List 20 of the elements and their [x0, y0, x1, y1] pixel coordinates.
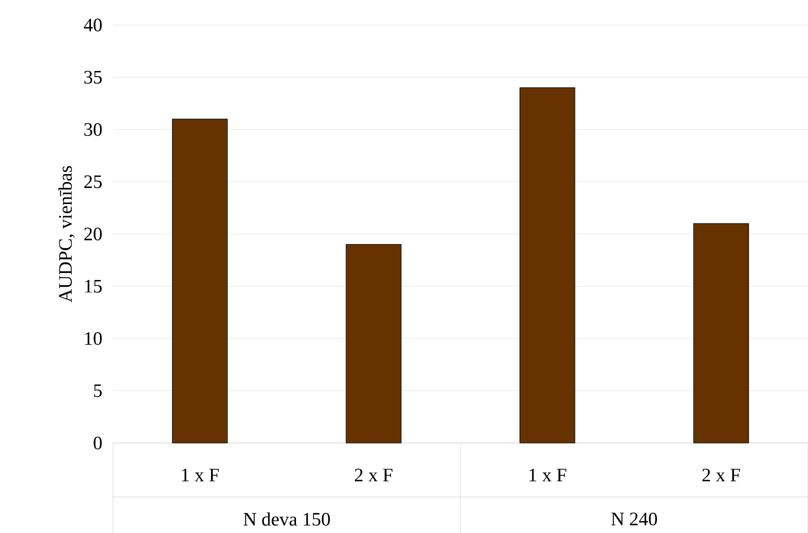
bar [693, 223, 749, 444]
y-axis-title: AUDPC, vienības [58, 166, 75, 302]
y-tick-label: 20 [84, 228, 102, 240]
y-tick-label: 35 [84, 70, 102, 84]
y-tick-label: 40 [84, 18, 102, 32]
y-tick-label: 25 [84, 175, 102, 188]
y-tick-label: 5 [94, 384, 102, 398]
x-tick-label: 1 x F [182, 468, 219, 482]
text: N deva 150 [244, 512, 330, 526]
bar [520, 87, 576, 444]
y-tick-label: 10 [85, 332, 102, 345]
x-tick-label: 1 x F [530, 468, 566, 482]
x-tick-label: 2 x F [702, 468, 740, 482]
y-tick-label: 30 [84, 123, 102, 136]
bar [346, 244, 402, 444]
x-tick-label: 2 x F [354, 468, 392, 482]
y-tick-label: 15 [85, 280, 102, 293]
bar [172, 118, 228, 444]
y-tick-label: 0 [94, 436, 102, 450]
text: N 240 [611, 512, 657, 526]
